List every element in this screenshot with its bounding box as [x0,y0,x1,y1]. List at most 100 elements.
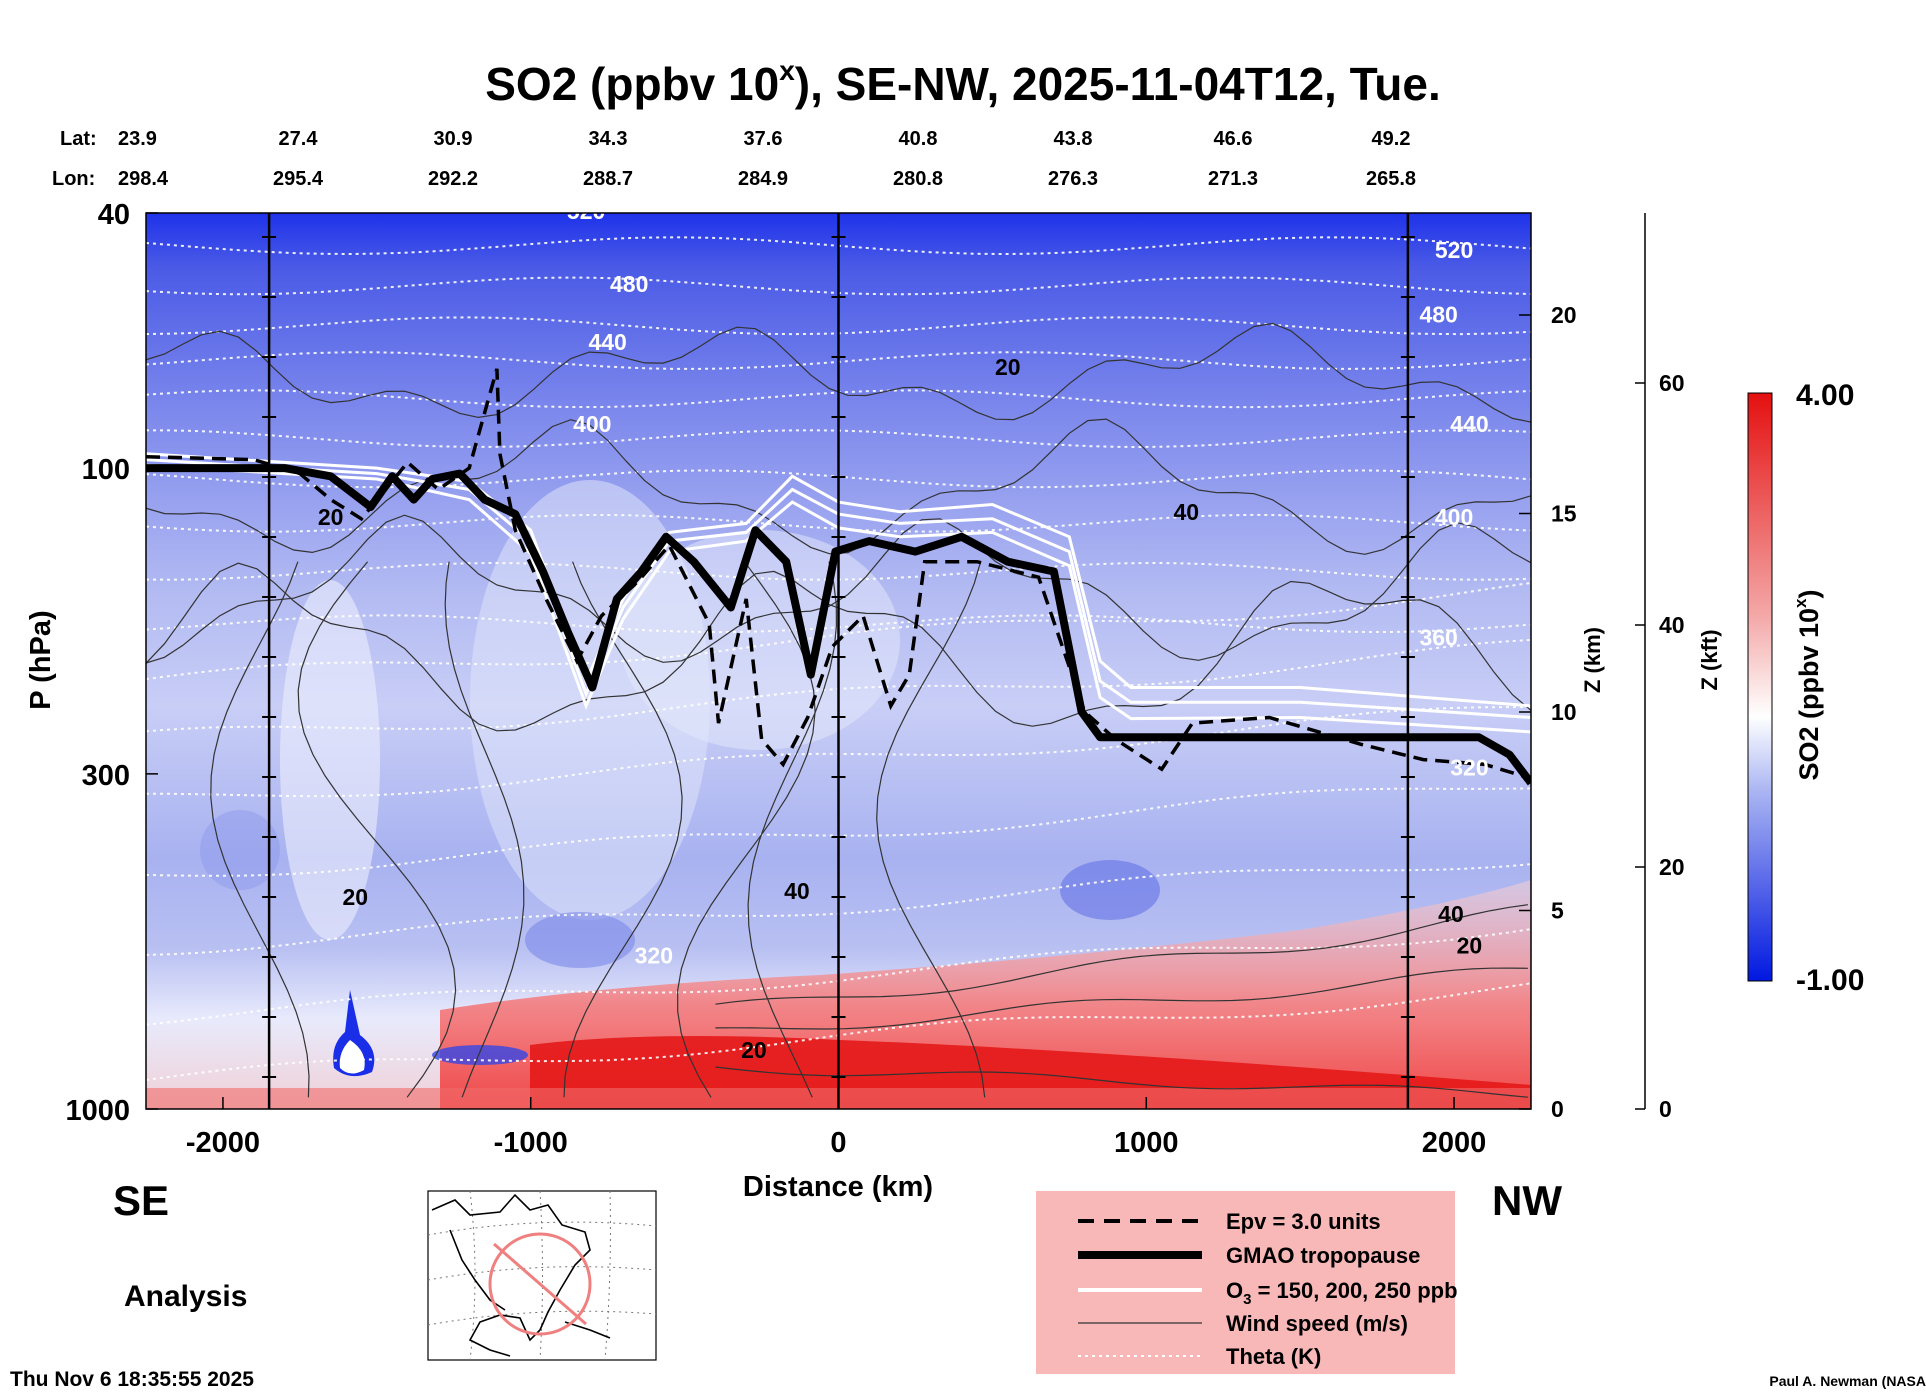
section-marker-lines [262,213,1415,1109]
wind-label: 20 [741,1037,767,1063]
y-tick-label: 1000 [65,1095,130,1127]
lat-value: 23.9 [118,128,157,150]
map-section-line [493,1242,587,1326]
y-tick-label: 100 [82,454,130,486]
lon-value: 276.3 [1048,168,1098,190]
ozone-contour-line [146,463,1531,734]
chart-title: SO2 (ppbv 10x), SE-NW, 2025-11-04T12, Tu… [485,55,1441,110]
theta-label: 360 [1419,624,1457,650]
so2-low-blob [432,1045,528,1065]
legend: Epv = 3.0 units GMAO tropopause O3 = 150, … [1036,1191,1458,1374]
wind-label: 20 [318,504,344,530]
wind-label: 40 [1438,901,1464,927]
so2-patch [1060,860,1160,920]
lon-value: 288.7 [583,168,633,190]
z-km-tick-label: 5 [1551,898,1564,924]
timestamp: Thu Nov 6 18:35:55 2025 [10,1368,254,1391]
lon-value: 298.4 [118,168,169,190]
wind-contour-line [677,561,816,1098]
wind-contour-line [210,561,310,1098]
wind-contour-line [715,904,1528,1005]
lon-value: 295.4 [273,168,324,190]
z-kft-tick-label: 60 [1659,370,1685,396]
theta-label: 480 [610,271,648,297]
y-axis-z-kft: 0 20 40 60 [1635,213,1685,1122]
map-section-ring [488,1232,592,1336]
wind-contour-line [747,561,838,1098]
x-tick-label: 1000 [1114,1127,1179,1159]
theta-label: 480 [1419,302,1457,328]
legend-label-wind: Wind speed (m/s) [1226,1311,1408,1336]
lon-header-label: Lon: [52,168,95,190]
lat-value: 49.2 [1372,128,1411,150]
legend-label-tropopause: GMAO tropopause [1226,1243,1420,1268]
x-tick-label: 0 [830,1127,846,1159]
z-kft-axis-title: Z (kft) [1697,629,1722,690]
z-km-tick-label: 0 [1551,1096,1564,1122]
credit: Paul A. Newman (NASA [1769,1373,1926,1389]
theta-label: 520 [1435,237,1473,263]
inset-map [427,1190,657,1361]
wind-label: 40 [1173,499,1199,525]
theta-label: 400 [1435,504,1473,530]
lon-value: 292.2 [428,168,478,190]
so2-low-blob [339,1040,365,1074]
colorbar-min-label: -1.00 [1796,964,1864,997]
y-tick-label: 40 [98,199,130,231]
y-tick-label: 300 [82,760,130,792]
lat-value: 46.6 [1214,128,1253,150]
y-axis-title: P (hPa) [25,610,57,709]
theta-label: 440 [588,329,626,355]
y-axis-z-km: 0 5 10 15 20 [1519,302,1577,1122]
theta-label: 520 [567,198,605,224]
wind-contour-line [876,561,986,1098]
x-axis-title: Distance (km) [743,1171,933,1203]
map-grid [427,1190,657,1361]
analysis-label: Analysis [124,1280,247,1313]
ozone-contour-line [146,458,1531,719]
theta-label: 400 [573,411,611,437]
lon-value: 271.3 [1208,168,1258,190]
lat-value: 27.4 [279,128,319,150]
lat-header-label: Lat: [60,128,97,150]
z-kft-tick-label: 0 [1659,1096,1672,1122]
wind-contour-line [715,1066,1528,1098]
legend-label-ozone: O3 = 150, 200, 250 ppb [1226,1278,1458,1308]
legend-label-epv: Epv = 3.0 units [1226,1209,1381,1234]
lon-value: 280.8 [893,168,943,190]
x-axis: -2000 -1000 0 1000 2000 [186,1097,1486,1159]
lon-value: 265.8 [1366,168,1416,190]
x-tick-label: -2000 [186,1127,260,1159]
wind-label: 20 [1457,933,1483,959]
lat-value: 43.8 [1054,128,1093,150]
so2-patch [280,580,380,940]
colorbar-max-label: 4.00 [1796,379,1854,412]
z-km-axis-title: Z (km) [1580,627,1605,693]
lat-lon-row: 23.9 27.4 30.9 34.3 37.6 40.8 43.8 46.6 49.2 298.… [118,128,1416,190]
colorbar-title: SO2 (ppbv 10x) [1791,589,1824,780]
lat-value: 30.9 [434,128,473,150]
z-km-tick-label: 10 [1551,699,1577,725]
z-kft-tick-label: 40 [1659,612,1685,638]
colorbar [1747,392,1773,982]
theta-label: 320 [635,942,673,968]
z-km-tick-label: 20 [1551,302,1577,328]
contour-labels: 520 480 440 400 520 480 440 400 360 320 320 20 40 20 4… [318,198,1489,1063]
theta-label: 320 [1450,754,1488,780]
lat-value: 34.3 [589,128,628,150]
wind-label: 40 [784,878,810,904]
wind-contour-line [715,967,1528,1030]
x-tick-label: -1000 [494,1127,568,1159]
z-kft-tick-label: 20 [1659,854,1685,880]
z-km-tick-label: 15 [1551,501,1577,527]
epv-contour [146,368,1531,781]
label-se: SE [113,1177,169,1224]
wind-label: 20 [342,884,368,910]
legend-label-theta: Theta (K) [1226,1344,1321,1369]
x-tick-label: 2000 [1422,1127,1487,1159]
plot-area: 520 480 440 400 520 480 440 400 360 320 320 20 40 20 4… [146,198,1531,1109]
tropopause-path [146,464,1531,786]
lon-value: 284.9 [738,168,788,190]
label-nw: NW [1492,1177,1562,1224]
